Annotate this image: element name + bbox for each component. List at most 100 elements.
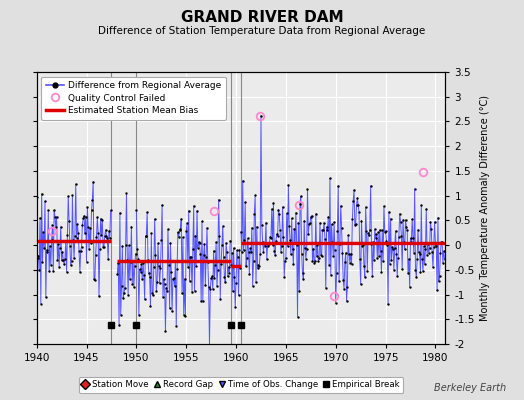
Point	[399, 216, 407, 223]
Point	[373, 254, 381, 261]
Point	[269, 200, 278, 206]
Point	[67, 262, 75, 268]
Point	[265, 241, 274, 248]
Point	[380, 228, 389, 235]
Point	[41, 294, 50, 300]
Point	[422, 206, 431, 212]
Point	[362, 228, 370, 234]
Point	[406, 235, 414, 241]
Point	[326, 272, 335, 278]
Point	[428, 249, 436, 255]
Point	[205, 342, 214, 348]
Point	[332, 270, 341, 276]
Point	[113, 270, 122, 277]
Point	[160, 281, 169, 288]
Point	[77, 248, 85, 254]
Point	[418, 256, 427, 262]
Point	[258, 222, 266, 228]
Point	[170, 275, 178, 282]
Point	[207, 275, 215, 282]
Point	[93, 214, 102, 220]
Point	[185, 278, 194, 284]
Point	[395, 234, 403, 240]
Point	[356, 281, 365, 288]
Point	[425, 245, 434, 251]
Point	[308, 258, 316, 264]
Point	[398, 266, 407, 272]
Point	[361, 273, 369, 280]
Point	[409, 234, 417, 241]
Point	[182, 228, 190, 234]
Point	[213, 283, 221, 289]
Point	[389, 246, 397, 252]
Point	[137, 260, 146, 267]
Point	[138, 276, 146, 282]
Point	[264, 242, 272, 249]
Point	[174, 229, 182, 236]
Point	[259, 249, 268, 256]
Point	[367, 241, 376, 247]
Point	[426, 219, 434, 225]
Point	[358, 242, 366, 249]
Point	[274, 233, 282, 239]
Point	[277, 248, 285, 255]
Point	[430, 218, 439, 225]
Point	[440, 248, 448, 254]
Point	[315, 255, 323, 262]
Point	[100, 243, 108, 250]
Point	[90, 276, 98, 282]
Point	[130, 263, 139, 269]
Point	[248, 224, 256, 231]
Point	[132, 207, 140, 213]
Point	[401, 216, 410, 223]
Point	[411, 266, 420, 273]
Point	[150, 216, 159, 222]
Point	[123, 257, 132, 263]
Point	[353, 195, 362, 202]
Point	[355, 209, 363, 215]
Point	[420, 243, 428, 250]
Point	[440, 256, 449, 262]
Point	[53, 256, 62, 263]
Point	[180, 276, 189, 282]
Point	[124, 291, 133, 298]
Point	[189, 246, 197, 252]
Point	[95, 246, 104, 253]
Point	[334, 182, 342, 189]
Point	[276, 227, 285, 234]
Point	[55, 263, 63, 270]
Point	[236, 265, 244, 271]
Point	[34, 252, 42, 259]
Point	[286, 237, 294, 243]
Point	[242, 263, 250, 270]
Point	[432, 243, 441, 250]
Point	[156, 265, 165, 271]
Point	[36, 214, 44, 221]
Point	[51, 224, 60, 231]
Point	[64, 193, 72, 199]
Point	[293, 314, 302, 320]
Point	[44, 207, 52, 214]
Point	[99, 244, 107, 250]
Point	[88, 207, 96, 214]
Point	[369, 239, 377, 245]
Point	[221, 279, 230, 286]
Point	[359, 241, 367, 248]
Point	[382, 237, 390, 244]
Point	[177, 216, 185, 222]
Point	[75, 248, 83, 254]
Point	[73, 221, 82, 228]
Point	[43, 248, 52, 255]
Point	[228, 288, 237, 295]
Point	[125, 242, 133, 249]
Point	[121, 285, 129, 292]
Point	[71, 233, 79, 239]
Point	[129, 258, 137, 264]
Point	[194, 239, 203, 245]
Point	[72, 181, 80, 187]
Point	[190, 288, 199, 294]
Point	[216, 295, 224, 302]
Point	[370, 226, 379, 232]
Point	[220, 274, 228, 280]
Point	[98, 217, 106, 224]
